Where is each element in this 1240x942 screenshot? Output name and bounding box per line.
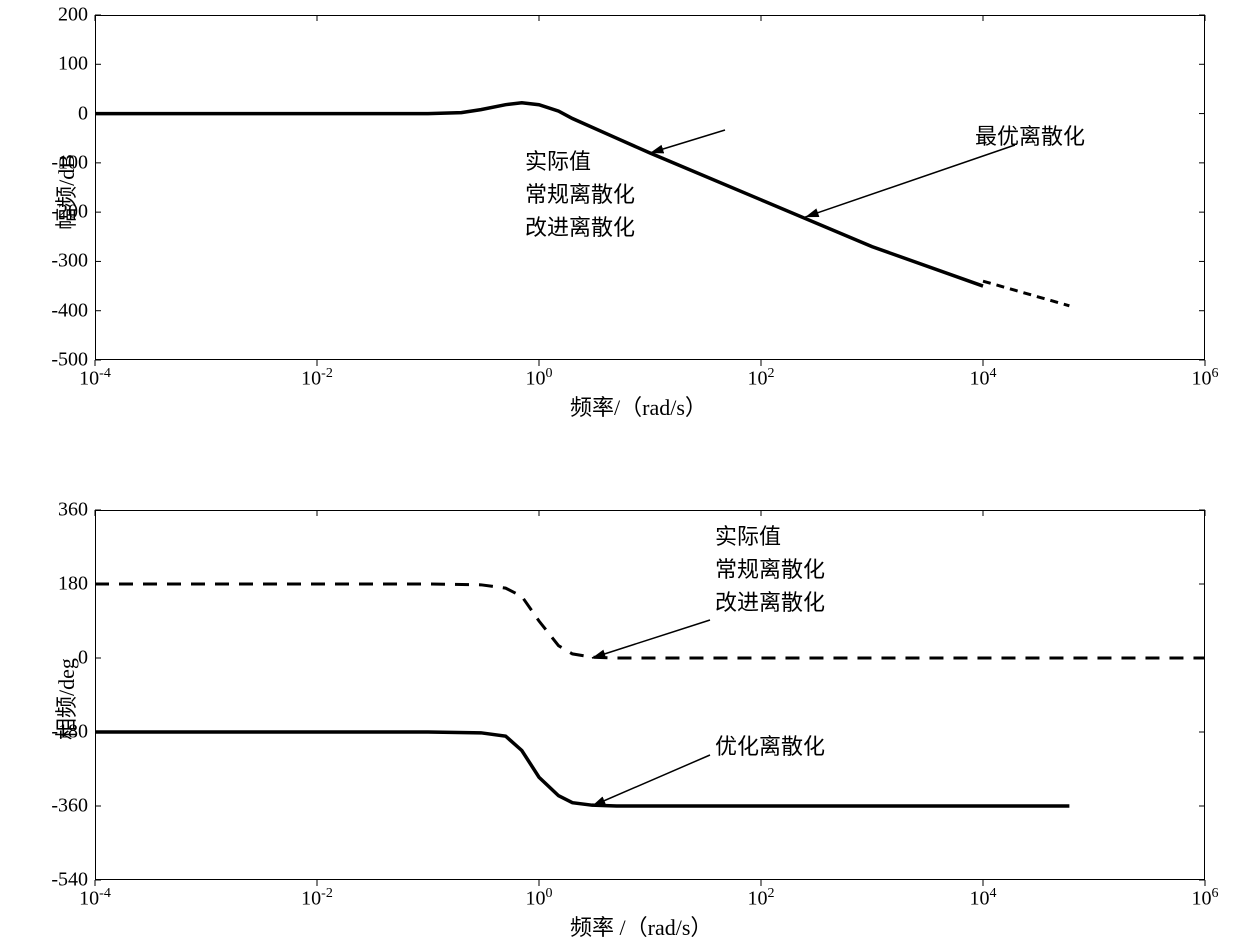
ytick-label: -180 — [40, 721, 88, 744]
ytick-label: -400 — [40, 299, 88, 322]
xtick-label: 104 — [970, 886, 997, 911]
ytick-label: -360 — [40, 795, 88, 818]
ytick-label: 200 — [40, 4, 88, 27]
ytick-label: 0 — [40, 647, 88, 670]
annotation-arrow — [650, 130, 725, 153]
ytick-label: -500 — [40, 349, 88, 372]
series-solid_lower — [95, 732, 1069, 806]
xtick-label: 10-2 — [301, 886, 333, 911]
xtick-label: 100 — [526, 366, 553, 391]
xtick-label: 106 — [1192, 366, 1219, 391]
ytick-label: 100 — [40, 53, 88, 76]
annotation: 最优离散化 — [975, 120, 1085, 153]
bode-figure: 幅频/dB 频率/（rad/s） 相频/deg 频率 /（rad/s） 10-4… — [0, 0, 1240, 922]
ytick-label: 360 — [40, 499, 88, 522]
annotation: 实际值常规离散化改进离散化 — [525, 145, 635, 244]
annotation: 优化离散化 — [715, 730, 825, 763]
ytick-label: -540 — [40, 869, 88, 892]
annotation-arrow — [805, 145, 1015, 217]
xtick-label: 102 — [748, 366, 775, 391]
series-dashed_upper — [95, 584, 1205, 658]
ytick-label: -200 — [40, 201, 88, 224]
ytick-label: -100 — [40, 151, 88, 174]
ytick-label: 180 — [40, 573, 88, 596]
xtick-label: 100 — [526, 886, 553, 911]
annotation-arrow — [592, 620, 710, 658]
ytick-label: -300 — [40, 250, 88, 273]
xtick-label: 102 — [748, 886, 775, 911]
xtick-label: 10-2 — [301, 366, 333, 391]
series-tail_dashed — [983, 281, 1069, 306]
annotation-arrow — [592, 755, 710, 806]
xtick-label: 106 — [1192, 886, 1219, 911]
annotation: 实际值常规离散化改进离散化 — [715, 520, 825, 619]
ytick-label: 0 — [40, 102, 88, 125]
xtick-label: 104 — [970, 366, 997, 391]
